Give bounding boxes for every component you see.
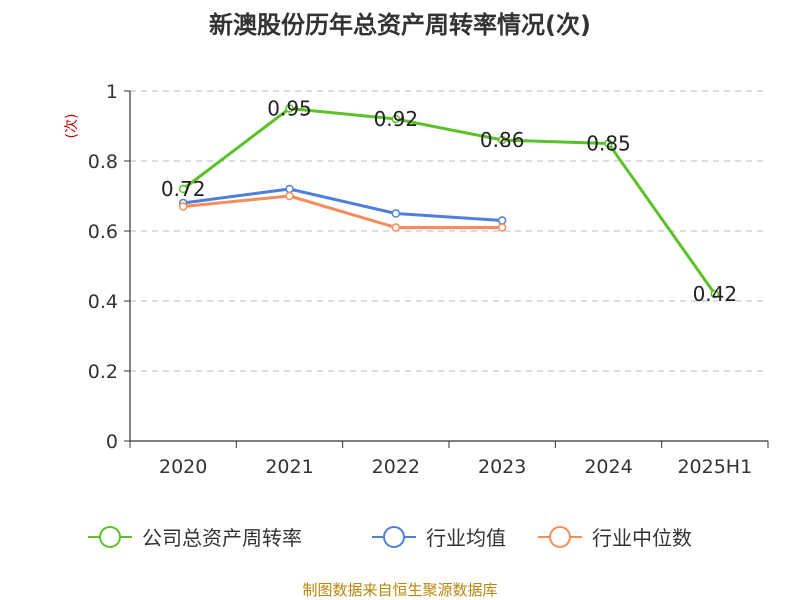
legend-label: 行业中位数 [592,526,692,550]
data-point [604,139,613,148]
y-tick-label: 0.8 [88,151,118,173]
legend-item: 行业均值 [372,526,506,550]
chart-title: 新澳股份历年总资产周转率情况(次) [209,11,591,39]
data-point [497,135,507,145]
data-label: 0.42 [693,282,738,306]
y-tick-label: 0 [106,431,118,453]
legend-item: 行业中位数 [538,526,692,550]
x-tick-label: 2024 [584,456,632,478]
series-line-0 [182,107,717,295]
source-note: 制图数据来自恒生聚源数据库 [302,581,497,599]
y-tick-label: 0.6 [88,221,118,243]
data-point [285,184,294,194]
axes [124,90,769,448]
series-line-2 [183,194,503,229]
x-tick-label: 2022 [372,456,420,478]
x-tick-label: 2025H1 [677,456,752,478]
data-label: 0.85 [586,132,631,156]
x-tick-labels: 2020 2021 2022 2023 2024 2025H1 [159,456,752,478]
legend-item: 公司总资产周转率 [88,526,302,550]
y-tick-labels: 0 0.2 0.4 0.6 0.8 1 [88,81,118,453]
data-point [497,223,507,232]
series-line-1 [182,187,503,222]
data-point [391,209,401,218]
data-label: 0.92 [374,107,419,131]
data-labels: 0.72 0.95 0.92 0.86 0.85 0.42 [161,97,737,307]
y-tick-label: 0.4 [88,291,118,313]
data-point [391,114,401,124]
legend-swatch-circle [99,526,121,548]
x-tick-label: 2023 [478,456,526,478]
grid-lines [130,90,768,372]
x-tick-label: 2020 [159,456,207,478]
data-point [178,184,188,194]
x-tick-label: 2021 [265,456,313,478]
y-tick-label: 0.2 [88,361,118,383]
y-axis-label: (次) [64,114,80,139]
legend-label: 行业均值 [426,526,506,550]
data-point [497,216,507,225]
series-lines [178,104,720,299]
data-label: 0.86 [480,128,525,152]
data-label: 0.72 [161,177,206,201]
data-point [285,191,294,201]
data-point [710,289,720,299]
legend-label: 公司总资产周转率 [142,526,302,550]
data-label: 0.95 [267,97,312,121]
y-tick-label: 1 [106,81,118,103]
legend-swatch-circle [383,526,405,548]
legend: 公司总资产周转率 行业均值 行业中位数 [88,526,692,550]
data-point [391,223,401,232]
data-point [285,104,294,113]
legend-swatch-circle [549,526,571,548]
data-point [178,202,188,211]
